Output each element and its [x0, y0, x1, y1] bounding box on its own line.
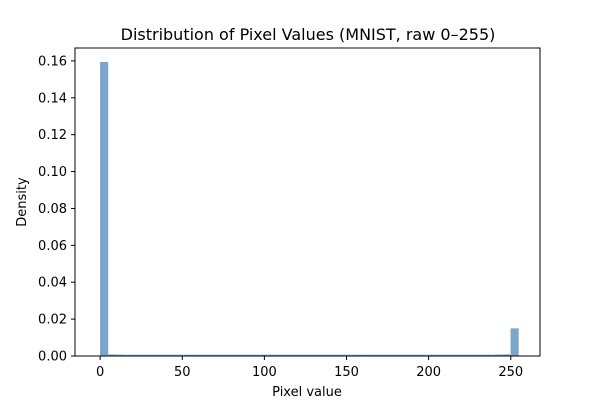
x-tick-label: 100 — [252, 365, 277, 380]
y-tick-label: 0.10 — [38, 165, 67, 180]
histogram-bar — [259, 354, 268, 356]
histogram-bar — [401, 354, 410, 356]
histogram-bar — [368, 354, 377, 356]
x-tick-label: 50 — [174, 365, 191, 380]
y-tick-label: 0.00 — [38, 350, 67, 365]
histogram-bar — [250, 354, 259, 356]
histogram-bar — [468, 354, 477, 356]
histogram-bar — [493, 354, 502, 356]
histogram-bar — [133, 354, 142, 356]
histogram-bar — [217, 354, 226, 356]
histogram-bar — [234, 354, 243, 356]
histogram-bar — [175, 354, 184, 356]
y-tick-label: 0.04 — [38, 276, 67, 291]
histogram-bar — [384, 354, 394, 356]
histogram-bar — [183, 354, 192, 356]
histogram-bar — [376, 354, 385, 356]
plot-frame — [74, 47, 541, 357]
histogram-bar — [351, 354, 360, 356]
y-tick-label: 0.14 — [38, 91, 67, 106]
histogram-bar — [410, 354, 419, 356]
x-tick-label: 150 — [334, 365, 359, 380]
y-ticks: 0.00 0.02 0.04 0.06 0.08 0.10 0.12 0.14 0.16 — [38, 54, 75, 365]
chart-title: Distribution of Pixel Values (MNIST, raw… — [121, 25, 496, 44]
histogram-bar — [334, 354, 343, 356]
y-tick-label: 0.06 — [38, 239, 67, 254]
histogram-bar — [317, 354, 327, 356]
x-ticks: 0 50 100 150 200 250 — [96, 356, 523, 380]
histogram-bar — [284, 354, 293, 356]
histogram-bar — [502, 354, 511, 356]
histogram-bar — [292, 354, 301, 356]
y-tick-label: 0.02 — [38, 313, 67, 328]
histogram-bar — [150, 354, 159, 356]
histogram-bar — [142, 354, 151, 356]
histogram-bar — [108, 354, 117, 356]
histogram-bar — [242, 354, 251, 356]
histogram-bar — [477, 354, 486, 356]
y-tick-label: 0.08 — [38, 202, 67, 217]
histogram-bar — [267, 354, 276, 356]
histogram-bar — [276, 354, 285, 356]
x-tick-label: 200 — [416, 365, 441, 380]
histogram-bar — [116, 354, 125, 356]
histogram-bar — [359, 354, 368, 356]
x-axis-label: Pixel value — [272, 385, 342, 400]
histogram-bar — [451, 354, 461, 356]
histogram-bar — [167, 354, 176, 356]
histogram-bar — [326, 354, 335, 356]
histogram-bar — [460, 354, 469, 356]
histogram-bar — [200, 354, 209, 356]
histogram-bar — [393, 354, 402, 356]
bars-group — [100, 62, 519, 357]
histogram-bar — [100, 62, 109, 357]
histogram-bar — [192, 354, 201, 356]
histogram-bar — [209, 354, 218, 356]
histogram-bar — [125, 354, 134, 356]
histogram-bar — [418, 354, 427, 356]
histogram-bar — [485, 354, 494, 356]
histogram-bar — [426, 354, 435, 356]
histogram-bar — [158, 354, 167, 356]
histogram-bar — [309, 354, 318, 356]
histogram-bar — [435, 354, 444, 356]
y-tick-label: 0.12 — [38, 128, 67, 143]
histogram-bar — [301, 354, 310, 356]
x-tick-label: 250 — [498, 365, 523, 380]
y-tick-label: 0.16 — [38, 54, 67, 69]
histogram-bar — [510, 328, 519, 356]
histogram-bar — [443, 354, 452, 356]
histogram-bar — [343, 354, 352, 356]
histogram-bar — [225, 354, 234, 356]
y-axis-label: Density — [15, 177, 30, 227]
x-tick-label: 0 — [96, 365, 104, 380]
